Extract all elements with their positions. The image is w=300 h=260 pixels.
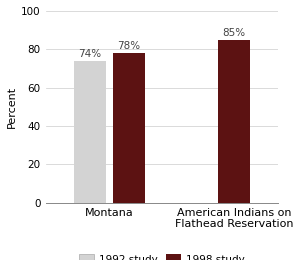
Y-axis label: Percent: Percent xyxy=(7,86,17,128)
Legend: 1992 study, 1998 study: 1992 study, 1998 study xyxy=(75,250,249,260)
Bar xyxy=(113,53,145,203)
Bar xyxy=(74,61,106,203)
Text: 78%: 78% xyxy=(117,41,140,51)
Text: 74%: 74% xyxy=(79,49,102,59)
Bar xyxy=(218,40,250,203)
Text: 85%: 85% xyxy=(222,28,245,38)
